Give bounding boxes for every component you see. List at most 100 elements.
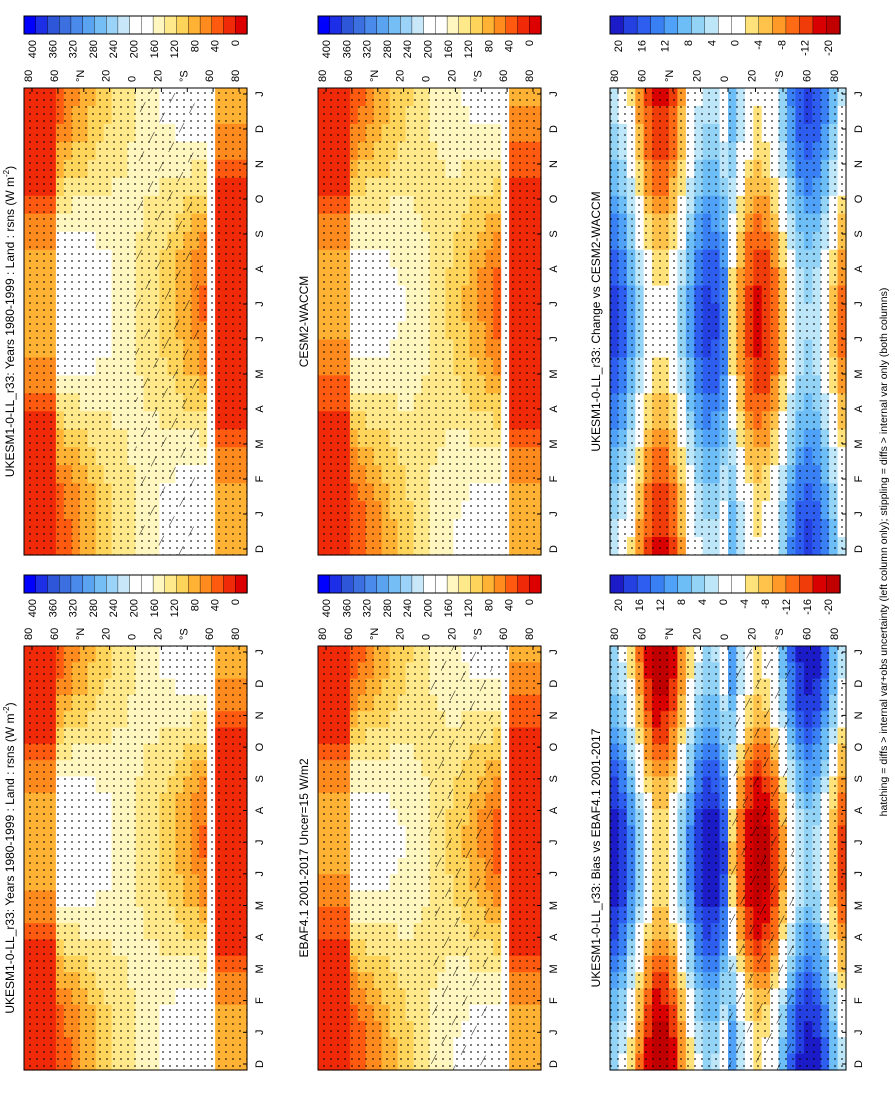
month-tick-label: J [853,91,865,97]
colorbar-swatch [70,15,84,35]
month-tick-label: J [548,649,560,655]
colorbar-label: 12 [660,40,672,52]
lat-tick-label: °N [75,628,87,640]
colorbar-swatch [731,15,746,35]
hatching-overlay [135,88,198,555]
month-tick-label: M [853,901,865,910]
colorbar-swatch [211,574,225,594]
panel-title: UKESM1-0-LL_r33: Years 1980-1999 : Land … [2,166,17,477]
colorbar-swatch [164,15,178,35]
colorbar-swatch [826,574,841,594]
colorbar-swatch [35,574,49,594]
lat-tick-label: 20 [692,70,704,82]
colorbar-swatch [223,574,236,594]
colorbar-label: 40 [504,599,516,611]
colorbar-swatch [446,574,460,594]
colorbar-swatch [47,15,60,35]
colorbar-swatch [435,574,448,594]
colorbar-label: 80 [189,599,201,611]
colorbar-swatch [341,15,354,35]
month-tick-label: N [254,160,266,168]
colorbar-label: 120 [169,40,181,58]
colorbar-swatch [388,574,401,594]
hatching-overlay [728,646,795,1070]
colorbar-swatch [117,574,131,594]
month-tick-label: J [254,649,266,655]
colorbar-label: 160 [443,599,455,617]
month-tick-label: J [548,839,560,845]
colorbar-swatch [164,574,178,594]
colorbar-swatch [799,574,814,594]
month-tick-label: J [254,336,266,342]
colorbar-swatch [772,574,787,594]
colorbar-swatch [364,15,378,35]
month-tick-label: A [254,806,266,814]
month-tick-label: S [853,230,865,237]
month-tick-label: N [853,711,865,719]
colorbar-swatch [376,15,390,35]
month-tick-label: M [548,439,560,448]
lat-tick-label: 20 [395,628,407,640]
lat-tick-label: 20 [152,628,164,640]
colorbar-label: 360 [47,599,59,617]
lat-tick-label: °S [774,70,786,82]
colorbar-label: 0 [730,40,742,46]
month-tick-label: D [853,545,865,553]
colorbar-frame [23,15,248,35]
lat-tick-label: 80 [317,628,329,640]
colorbar-swatch [650,15,665,35]
month-tick-label: O [853,742,865,751]
colorbar-label: 40 [210,599,222,611]
month-tick-label: A [853,405,865,413]
lat-tick-label: °N [664,628,676,640]
colorbar-label: 200 [129,40,141,58]
colorbar-label: 200 [129,599,141,617]
month-tick-label: F [254,475,266,482]
colorbar-swatch [517,15,530,35]
title-superscript: -2 [2,169,11,177]
lat-tick-label: 20 [395,70,407,82]
panel-group: 80 60 °N 20 0 20 °S 60 80DJFMAMJJASONDJUKESM1-0-… [2,15,865,1071]
colorbar-label: -8 [776,40,788,50]
colorbar-label: 400 [321,599,333,617]
month-tick-label: S [853,775,865,782]
colorbar-swatch [663,574,679,594]
colorbar-swatch [82,574,96,594]
colorbar-swatch [152,15,166,35]
colorbar-label: 12 [655,599,667,611]
lat-tick-label: 80 [23,628,35,640]
colorbar-label: 20 [613,40,625,52]
colorbar-frame [609,574,841,594]
colorbar-swatch [188,15,201,35]
month-tick-label: D [853,125,865,133]
month-tick-label: M [853,369,865,378]
colorbar-label: 320 [362,599,374,617]
colorbar-swatch [353,574,366,594]
month-tick-label: F [548,997,560,1004]
colorbar-swatch [505,574,519,594]
colorbar-frame [23,574,248,594]
lat-tick-label: °S [472,70,484,82]
colorbar-swatch [663,15,679,35]
lat-tick-label: °N [75,70,87,82]
colorbar-swatch [691,574,706,594]
lat-tick-label: 20 [446,70,458,82]
colorbar-label: -4 [739,599,751,609]
colorbar-label: 0 [524,599,536,605]
colorbar-swatch [482,574,495,594]
colorbar-swatch [117,15,131,35]
month-tick-label: D [548,125,560,133]
colorbar-swatch [47,574,60,594]
colorbar-swatch [731,574,746,594]
month-tick-label: M [853,964,865,973]
lat-tick-label: °S [178,628,190,640]
colorbar-swatch [105,15,119,35]
heatmap-panel-2: 80 60 °N 20 0 20 °S 60 80DJFMAMJJASONDJUKESM1-0-… [2,574,266,1071]
colorbar-label: 80 [189,40,201,52]
month-tick-label: A [254,933,266,941]
lat-tick-label: 60 [204,70,216,82]
colorbar-label: 0 [230,40,242,46]
colorbar-swatch [70,574,84,594]
month-tick-label: S [254,775,266,782]
